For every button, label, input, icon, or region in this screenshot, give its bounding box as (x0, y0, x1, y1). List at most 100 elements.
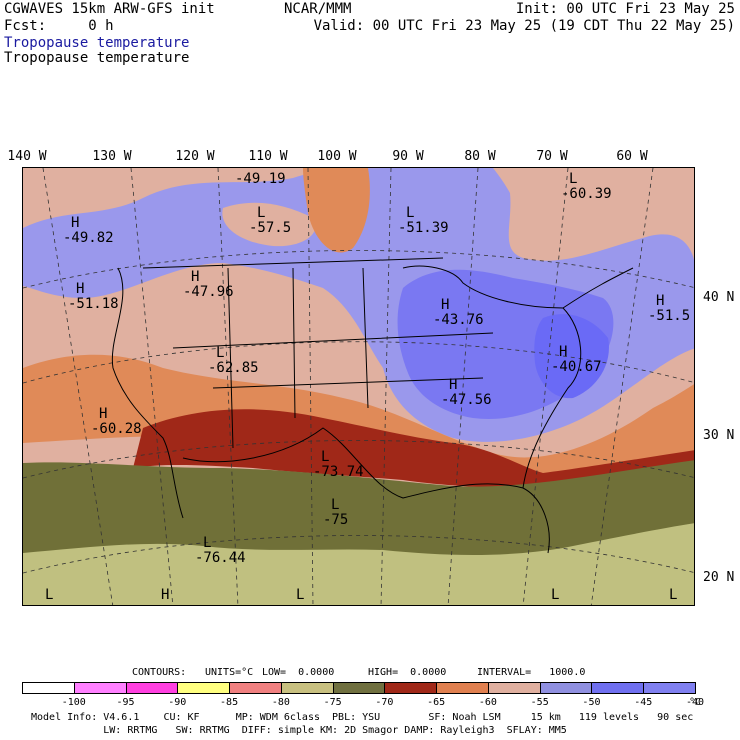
center-mark: L (257, 205, 266, 221)
low-label: LOW= 0.0000 (262, 667, 335, 678)
low-center: L -62.85 (208, 346, 259, 376)
center-mark: H (559, 344, 568, 360)
center-mark: H (161, 587, 170, 603)
interval-label: INTERVAL= 1000.0 (477, 667, 586, 678)
colorbar-swatch (643, 682, 696, 694)
colorbar-swatch (539, 682, 593, 694)
center-mark: L (203, 535, 212, 551)
longitude-label: 110 W (248, 149, 288, 164)
longitude-label: 100 W (317, 149, 357, 164)
shading-khaki (23, 523, 694, 605)
shading-pink-north (222, 202, 316, 247)
center-mark: H (76, 281, 85, 297)
colorbar-label: -85 (220, 697, 239, 708)
longitude-label: 70 W (536, 149, 568, 164)
center-value: -47.56 (441, 392, 492, 408)
colorbar-label: -80 (271, 697, 290, 708)
low-center: L (288, 588, 304, 603)
center-value: -62.85 (208, 360, 259, 376)
center-value: -49.19 (235, 171, 286, 187)
center-value: -75 (323, 512, 349, 528)
center-mark: L (45, 587, 54, 603)
shading-bright-blue (534, 314, 609, 399)
map-panel: H -49.82 -49.19 L -57.5 L -51.39 L -60.39 H -51.18… (22, 167, 695, 606)
low-center: -49.19 (235, 172, 286, 187)
center-value: -47.96 (183, 284, 234, 300)
center-mark: L (569, 171, 578, 187)
low-center: L (37, 588, 53, 603)
center-mark: L (296, 587, 305, 603)
longitude-label: 60 W (616, 149, 648, 164)
center-value: -51.18 (68, 296, 119, 312)
longitude-label: 130 W (92, 149, 132, 164)
colorbar-label: -90 (168, 697, 187, 708)
high-center: H -43.76 (433, 298, 484, 328)
colorbar-label: -50 (582, 697, 601, 708)
center-mark: H (656, 293, 665, 309)
low-center: L -76.44 (195, 536, 246, 566)
colorbar-label: -55 (530, 697, 549, 708)
shading-pink-northeast (493, 168, 694, 247)
high-center: H -47.56 (441, 378, 492, 408)
colorbar-label: -65 (427, 697, 446, 708)
field-title: Tropopause temperature (4, 50, 190, 66)
center-value: -76.44 (195, 550, 246, 566)
model-title: CGWAVES 15km ARW-GFS init (4, 1, 215, 17)
valid-time: Valid: 00 UTC Fri 23 May 25 (19 CDT Thu … (313, 18, 735, 34)
colorbar-label: -75 (323, 697, 342, 708)
low-center: L (543, 588, 559, 603)
center-mark: H (99, 406, 108, 422)
colorbar-unit: °C (689, 697, 702, 708)
colorbar-label: -95 (116, 697, 135, 708)
low-center: L -73.74 (313, 450, 364, 480)
colorbar-swatch (177, 682, 231, 694)
center-mark: L (551, 587, 560, 603)
center-value: -43.76 (433, 312, 484, 328)
organization: NCAR/MMM (284, 1, 352, 17)
colorbar-label: -60 (478, 697, 497, 708)
shading-dark-red (133, 409, 694, 490)
high-center: H (153, 588, 169, 603)
center-mark: H (191, 269, 200, 285)
low-center: L -75 (323, 498, 348, 528)
center-mark: L (216, 345, 225, 361)
center-value: -60.39 (561, 186, 612, 202)
colorbar-label: -70 (375, 697, 394, 708)
center-mark: L (321, 449, 330, 465)
colorbar-swatch (384, 682, 438, 694)
high-center: H -47.96 (183, 270, 234, 300)
colorbar-swatch (436, 682, 489, 694)
colorbar-swatch (125, 682, 179, 694)
high-center: H -60.28 (91, 407, 142, 437)
colorbar-swatch (73, 682, 127, 694)
colorbar-swatch (487, 682, 541, 694)
latitude-label: 30 N (703, 428, 735, 443)
low-center: L (661, 588, 677, 603)
center-value: -51.5 (648, 308, 691, 324)
model-info-line1: Model Info: V4.6.1 CU: KF MP: WDM 6class… (31, 712, 694, 723)
center-value: -60.28 (91, 421, 142, 437)
center-mark: H (441, 297, 450, 313)
forecast-hour: Fcst: 0 h (4, 18, 114, 34)
colorbar-label: -45 (634, 697, 653, 708)
colorbar-swatch (280, 682, 334, 694)
center-value: -51.39 (398, 220, 449, 236)
low-center: L -60.39 (561, 172, 612, 202)
model-info-line2: LW: RRTMG SW: RRTMG DIFF: simple KM: 2D … (31, 725, 567, 736)
latitude-label: 40 N (703, 290, 735, 305)
graticule (23, 168, 694, 605)
colorbar-swatch (591, 682, 645, 694)
center-mark: L (331, 497, 340, 513)
center-value: -57.5 (249, 220, 292, 236)
longitude-label: 140 W (7, 149, 47, 164)
center-value: -49.82 (63, 230, 114, 246)
center-mark: L (406, 205, 415, 221)
longitude-label: 90 W (392, 149, 424, 164)
center-mark: L (669, 587, 678, 603)
low-center: L -57.5 (249, 206, 291, 236)
low-center: L -51.39 (398, 206, 449, 236)
tropopause-temperature-map (23, 168, 694, 605)
high-center: H -49.82 (63, 216, 114, 246)
shading-orange (23, 354, 694, 474)
center-value: -73.74 (313, 464, 364, 480)
